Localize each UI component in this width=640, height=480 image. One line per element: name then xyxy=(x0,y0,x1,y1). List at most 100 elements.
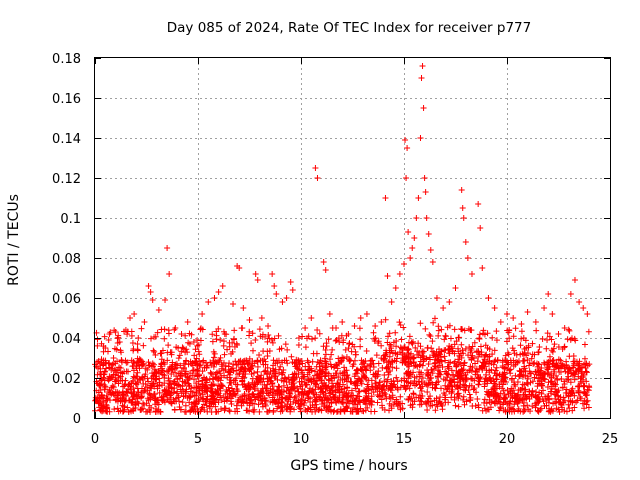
data-point xyxy=(532,319,539,325)
data-point xyxy=(149,297,156,303)
y-tick-label: 0.12 xyxy=(52,172,81,187)
x-tick-label: 20 xyxy=(499,432,516,447)
data-point xyxy=(236,265,243,271)
y-tick-labels: 0 0.02 0.04 0.06 0.08 0.1 0.12 0.14 0.16 0.18 xyxy=(52,52,81,427)
data-point xyxy=(131,311,138,317)
y-tick-label: 0.04 xyxy=(52,332,81,347)
data-point xyxy=(401,261,407,267)
data-point xyxy=(491,305,498,311)
data-point xyxy=(252,271,259,277)
data-point xyxy=(479,265,486,271)
data-point xyxy=(269,271,276,277)
data-point xyxy=(219,283,226,289)
data-point xyxy=(405,229,412,235)
data-point xyxy=(258,315,265,321)
data-point xyxy=(363,311,370,317)
data-point xyxy=(458,187,465,193)
data-point xyxy=(510,315,517,321)
data-point xyxy=(425,231,432,237)
data-point xyxy=(378,319,385,325)
x-tick-label: 15 xyxy=(396,432,413,447)
data-point xyxy=(462,239,469,245)
data-point xyxy=(295,335,302,341)
data-point xyxy=(199,311,206,317)
data-point xyxy=(314,175,321,181)
data-point xyxy=(164,245,171,251)
data-point xyxy=(273,291,280,297)
y-tick-label: 0.02 xyxy=(52,372,81,387)
data-point xyxy=(555,331,562,337)
data-point xyxy=(419,63,426,69)
data-points xyxy=(92,63,593,415)
data-point xyxy=(190,339,197,345)
data-point xyxy=(372,323,379,329)
data-point xyxy=(411,235,418,241)
data-point xyxy=(382,195,389,201)
data-point xyxy=(279,299,286,305)
data-point xyxy=(561,325,568,331)
data-point-cloud xyxy=(92,315,593,415)
data-point xyxy=(541,305,548,311)
data-point xyxy=(460,215,467,221)
y-tick-label: 0.16 xyxy=(52,92,81,107)
data-point xyxy=(162,297,169,303)
y-tick-label: 0.06 xyxy=(52,292,81,307)
data-point xyxy=(485,295,492,301)
data-point xyxy=(433,295,440,301)
data-point xyxy=(141,319,148,325)
data-point xyxy=(524,309,531,315)
data-point xyxy=(584,311,591,317)
data-point xyxy=(384,273,391,279)
data-point xyxy=(230,301,237,307)
data-point xyxy=(135,335,142,341)
plot-frame xyxy=(94,57,611,419)
data-point xyxy=(211,295,218,301)
data-point xyxy=(452,285,459,291)
data-point xyxy=(287,279,294,285)
data-point xyxy=(127,315,134,321)
data-point xyxy=(392,285,399,291)
data-point xyxy=(440,305,447,311)
data-point xyxy=(254,277,261,283)
data-point xyxy=(422,189,429,195)
data-point xyxy=(420,105,427,111)
data-point xyxy=(396,271,403,277)
data-point xyxy=(184,319,191,325)
data-point xyxy=(423,215,430,221)
data-point xyxy=(427,247,434,253)
data-point xyxy=(409,245,416,251)
data-point xyxy=(417,135,424,141)
data-point xyxy=(289,287,296,293)
data-point xyxy=(339,319,346,325)
y-tick-label: 0.08 xyxy=(52,252,81,267)
data-point xyxy=(155,307,162,313)
data-point xyxy=(271,283,278,289)
data-point xyxy=(571,277,578,283)
data-point xyxy=(283,295,290,301)
x-tick-label: 10 xyxy=(293,432,310,447)
data-point xyxy=(477,225,484,231)
data-point xyxy=(504,311,510,317)
data-point xyxy=(468,271,475,277)
data-point xyxy=(326,311,333,317)
data-point xyxy=(580,305,587,311)
data-point xyxy=(421,175,428,181)
data-point xyxy=(357,315,364,321)
data-point xyxy=(403,175,410,181)
data-point xyxy=(312,165,319,171)
data-point xyxy=(413,215,420,221)
chart-title: Day 085 of 2024, Rate Of TEC Index for r… xyxy=(167,20,531,36)
data-point xyxy=(459,205,466,211)
x-tick-labels: 0 5 10 15 20 25 xyxy=(91,432,618,447)
data-point xyxy=(475,201,482,207)
data-point xyxy=(388,299,395,305)
y-axis-label: ROTI / TECUs xyxy=(6,194,22,286)
data-point xyxy=(576,299,583,305)
y-tick-label: 0.18 xyxy=(52,52,81,67)
data-point xyxy=(302,325,309,331)
data-point xyxy=(322,267,329,273)
data-point xyxy=(308,315,315,321)
data-point xyxy=(404,145,411,151)
data-point xyxy=(429,259,436,265)
